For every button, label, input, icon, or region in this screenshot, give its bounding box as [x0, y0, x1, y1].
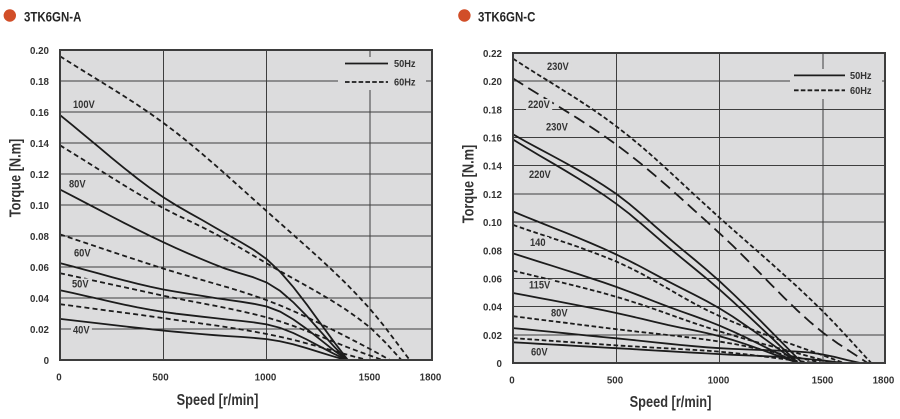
svg-text:50Hz: 50Hz	[394, 59, 416, 71]
svg-text:0: 0	[56, 372, 62, 383]
svg-text:0.08: 0.08	[483, 246, 502, 257]
svg-text:60Hz: 60Hz	[394, 77, 416, 89]
svg-text:0.10: 0.10	[30, 201, 49, 212]
svg-text:0.16: 0.16	[483, 133, 502, 144]
svg-text:1500: 1500	[359, 372, 381, 383]
svg-text:500: 500	[152, 372, 169, 383]
svg-text:3TK6GN-A: 3TK6GN-A	[24, 8, 81, 24]
svg-text:230V: 230V	[546, 122, 568, 134]
svg-text:Speed [r/min]: Speed [r/min]	[630, 394, 712, 412]
svg-text:0: 0	[497, 359, 503, 370]
svg-text:1000: 1000	[708, 375, 730, 386]
svg-text:40V: 40V	[73, 325, 90, 337]
svg-text:0.12: 0.12	[30, 170, 49, 181]
svg-text:0.12: 0.12	[483, 190, 502, 201]
svg-text:0.06: 0.06	[483, 274, 502, 285]
svg-text:0.20: 0.20	[30, 46, 49, 57]
svg-text:1800: 1800	[873, 375, 895, 386]
svg-text:0.02: 0.02	[483, 331, 502, 342]
svg-text:0.08: 0.08	[30, 232, 49, 243]
svg-text:0: 0	[44, 356, 50, 367]
svg-text:0.04: 0.04	[30, 294, 49, 305]
svg-text:50V: 50V	[72, 279, 89, 291]
svg-text:0: 0	[509, 375, 515, 386]
svg-text:0.14: 0.14	[30, 139, 49, 150]
svg-text:60Hz: 60Hz	[850, 86, 872, 98]
svg-text:0.16: 0.16	[30, 108, 49, 119]
svg-text:140: 140	[530, 237, 546, 249]
svg-text:0.20: 0.20	[483, 77, 502, 88]
svg-text:0.04: 0.04	[483, 302, 502, 313]
svg-text:Torque [N.m]: Torque [N.m]	[460, 145, 478, 224]
svg-text:60V: 60V	[74, 248, 91, 260]
svg-text:0.14: 0.14	[483, 161, 502, 172]
svg-text:1500: 1500	[812, 375, 834, 386]
svg-text:60V: 60V	[531, 347, 548, 359]
svg-text:80V: 80V	[69, 179, 86, 191]
svg-text:Torque [N.m]: Torque [N.m]	[7, 139, 25, 218]
svg-text:80V: 80V	[551, 308, 568, 320]
svg-text:3TK6GN-C: 3TK6GN-C	[478, 8, 535, 24]
svg-text:115V: 115V	[529, 280, 550, 292]
svg-text:1800: 1800	[420, 372, 442, 383]
svg-text:50Hz: 50Hz	[850, 71, 872, 83]
svg-text:500: 500	[607, 375, 624, 386]
svg-text:230V: 230V	[547, 61, 569, 73]
svg-text:220V: 220V	[528, 99, 550, 111]
svg-text:1000: 1000	[255, 372, 277, 383]
svg-text:220V: 220V	[529, 169, 551, 181]
svg-text:0.02: 0.02	[30, 325, 49, 336]
svg-text:100V: 100V	[73, 99, 95, 111]
svg-text:0.18: 0.18	[483, 105, 502, 116]
svg-text:0.06: 0.06	[30, 263, 49, 274]
svg-text:0.18: 0.18	[30, 77, 49, 88]
svg-text:Speed [r/min]: Speed [r/min]	[177, 392, 259, 410]
svg-text:0.10: 0.10	[483, 218, 502, 229]
svg-text:0.22: 0.22	[483, 49, 502, 60]
